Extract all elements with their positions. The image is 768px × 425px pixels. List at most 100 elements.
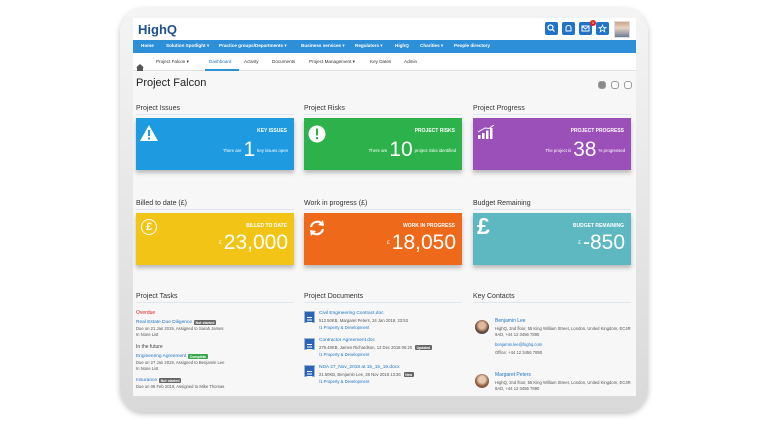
doc-meta: 279.48KB, James Richardson, 13 Dec 2018 … — [319, 345, 413, 350]
task-title[interactable]: Real Estate Due Diligence — [136, 320, 192, 325]
contact-avatar — [475, 374, 489, 388]
section-heading: Project Documents — [304, 293, 364, 300]
heading-rule — [473, 114, 631, 115]
tile-label: PROJECT PROGRESS — [570, 128, 624, 134]
tile-suffix: project risks identified — [414, 147, 456, 153]
tile-icon — [140, 125, 158, 146]
tile-icon: £ — [477, 213, 490, 239]
subnav-bar — [133, 53, 636, 71]
tile-value: 23,000 — [223, 231, 288, 254]
tile-icon: £ — [141, 219, 157, 235]
money-tile[interactable]: £ BUDGET REMAINING £ -850 — [473, 213, 631, 265]
nav-item[interactable]: Solution Spotlight ▾ — [166, 43, 210, 48]
heading-rule — [136, 302, 294, 303]
tile-prefix: The project is — [545, 147, 572, 153]
tile-prefix: There are — [222, 147, 242, 153]
heading-rule — [136, 114, 294, 115]
notification-badge: 1 — [590, 20, 596, 26]
doc-meta-row: 279.48KB, James Richardson, 13 Dec 2018 … — [319, 345, 432, 350]
task-status: Not started — [159, 378, 182, 383]
tile-icon — [308, 125, 326, 148]
page-action-icon[interactable] — [624, 81, 632, 89]
doc-icon[interactable] — [304, 365, 315, 377]
section-heading: Project Progress — [473, 105, 525, 112]
task-group-label: In the future — [136, 344, 163, 350]
doc-name[interactable]: NDA 27_Nov_2018 at 15_15_19.docx — [319, 365, 400, 370]
section-heading: Budget Remaining — [473, 200, 531, 207]
nav-item[interactable]: Business services ▾ — [301, 43, 345, 48]
kpi-tile[interactable]: KEY ISSUES There are 1 key issues open — [136, 118, 294, 170]
tile-body: £ -850 — [578, 231, 625, 255]
section-heading: Project Issues — [136, 105, 180, 112]
page-action-icon[interactable] — [598, 81, 606, 89]
subnav-tab[interactable]: Project Management ▾ — [309, 59, 355, 64]
doc-icon[interactable] — [304, 311, 315, 323]
header-icon-button[interactable] — [545, 22, 558, 35]
task-title[interactable]: Engineering Agreement — [136, 354, 187, 359]
contact-name[interactable]: Benjamin Lee — [495, 318, 526, 324]
section-heading: Project Tasks — [136, 293, 178, 300]
tile-icon — [477, 124, 495, 144]
subnav-tab[interactable]: Key Dates — [370, 59, 392, 64]
subnav-tab[interactable]: Dashboard — [209, 59, 232, 64]
home-icon[interactable] — [136, 58, 144, 71]
money-tile[interactable]: £ BILLED TO DATE £23,000 — [136, 213, 294, 265]
task-title[interactable]: Insurance — [136, 378, 158, 383]
contact-name[interactable]: Margaret Peters — [495, 372, 531, 378]
section-heading: Key Contacts — [473, 293, 515, 300]
subnav-tab[interactable]: Activity — [244, 59, 259, 64]
nav-bar — [133, 40, 636, 53]
project-switcher[interactable]: Project Falcon ▾ — [156, 59, 189, 64]
logo[interactable]: HighQ — [138, 22, 177, 37]
doc-folder[interactable]: /1 Property & Development — [319, 352, 370, 357]
heading-rule — [304, 114, 462, 115]
doc-icon[interactable] — [304, 338, 315, 350]
tile-suffix: key issues open — [257, 147, 288, 153]
header-icon-button[interactable] — [596, 22, 609, 35]
contact-address: HighQ, 2nd floor, 55 King William Street… — [495, 380, 631, 391]
task-group-label: Overdue — [136, 310, 156, 316]
tile-body: There are 1 key issues open — [223, 138, 288, 162]
nav-item[interactable]: HighQ — [395, 43, 409, 48]
tile-label: BUDGET REMAINING — [572, 223, 624, 229]
tile-currency: £ — [386, 240, 390, 246]
nav-item[interactable]: People directory — [454, 43, 490, 48]
doc-meta: 512.50KB, Margaret Peters, 24 Jan 2019, … — [319, 318, 408, 323]
subnav-tab[interactable]: Admin — [404, 59, 418, 64]
task-row: Real Estate Due Diligence Not started — [136, 320, 216, 325]
tile-label: BILLED TO DATE — [246, 223, 287, 229]
header-icon-button[interactable] — [562, 22, 575, 35]
money-tile[interactable]: WORK IN PROGRESS £18,050 — [304, 213, 462, 265]
tile-value: 38 — [573, 138, 597, 161]
section-heading: Project Risks — [304, 105, 345, 112]
tile-value: -850 — [582, 231, 625, 254]
user-avatar[interactable] — [614, 21, 630, 38]
nav-item[interactable]: Regulators ▾ — [355, 43, 383, 48]
subnav-tab[interactable]: Documents — [272, 59, 296, 64]
tile-currency: £ — [218, 240, 222, 246]
tile-body: £18,050 — [387, 231, 456, 255]
doc-meta-row: 512.50KB, Margaret Peters, 24 Jan 2019, … — [319, 318, 408, 323]
kpi-tile[interactable]: PROJECT PROGRESS The project is 38% progre… — [473, 118, 631, 170]
contact-email[interactable]: benjamin.lee@highq.com — [495, 342, 543, 347]
header-icon-button[interactable] — [579, 22, 592, 35]
nav-item[interactable]: Practice groups/Departments ▾ — [219, 43, 287, 48]
nav-item[interactable]: Home — [141, 43, 154, 48]
header-bg — [133, 18, 636, 40]
doc-name[interactable]: Contractor Agreement.doc — [319, 338, 375, 343]
tile-label: KEY ISSUES — [257, 128, 287, 134]
task-row: Insurance Not started — [136, 378, 182, 383]
doc-folder[interactable]: /1 Property & Development — [319, 379, 370, 384]
doc-folder[interactable]: /1 Property & Development — [319, 325, 370, 330]
task-due: Due on 21 Jan 2019, Assigned to Sarah Ja… — [136, 326, 224, 331]
doc-badge: New — [403, 372, 414, 377]
nav-item[interactable]: Charities ▾ — [420, 43, 444, 48]
contact-office: Office: +44 12 3456 7890 — [495, 350, 543, 355]
tile-currency: £ — [578, 240, 581, 246]
page-action-icon[interactable] — [611, 81, 619, 89]
kpi-tile[interactable]: PROJECT RISKS There are 10 project risks id… — [304, 118, 462, 170]
task-status: Complete — [188, 354, 208, 359]
doc-meta: 21.50KB, Benjamin Lee, 28 Nov 2018 13:36 — [319, 372, 401, 377]
tile-body: £23,000 — [219, 231, 288, 255]
doc-name[interactable]: Civil Engineering Contract.doc — [319, 311, 384, 316]
